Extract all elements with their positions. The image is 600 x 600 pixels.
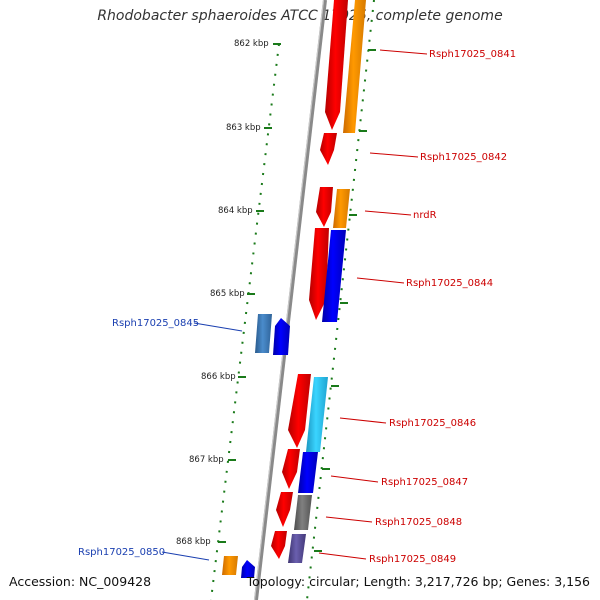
gene-nrdR-cog[interactable] [333, 189, 350, 228]
tick-label-868: 868 kbp [176, 537, 211, 547]
gene-0846[interactable] [288, 374, 311, 448]
gene-0841[interactable] [325, 0, 348, 130]
accession-text: Accession: NC_009428 [9, 574, 152, 589]
gene-0849[interactable] [271, 531, 287, 559]
gene-label-0848[interactable]: Rsph17025_0848 [375, 517, 462, 528]
tick-label-862: 862 kbp [234, 39, 269, 49]
gene-0850-cog[interactable] [222, 556, 238, 575]
map-title: Rhodobacter sphaeroides ATCC 17025, comp… [97, 8, 503, 24]
leader-0846 [339, 417, 387, 424]
gene-label-0850[interactable]: Rsph17025_0850 [78, 547, 165, 558]
leader-nrdR [364, 210, 412, 216]
leader-0845 [193, 322, 243, 332]
gene-0841-cog[interactable] [343, 0, 366, 133]
tick-label-866: 866 kbp [201, 372, 236, 382]
gene-0842[interactable] [320, 133, 337, 165]
genome-summary-text: Topology: circular; Length: 3,217,726 bp… [246, 574, 590, 589]
gene-0845-cog[interactable] [255, 314, 272, 353]
gene-label-0849[interactable]: Rsph17025_0849 [369, 554, 456, 565]
gene-features [222, 0, 366, 578]
gene-0844[interactable] [309, 228, 329, 320]
gene-label-nrdR[interactable]: nrdR [413, 210, 437, 221]
leader-0850 [161, 551, 210, 561]
gene-0847[interactable] [282, 449, 300, 489]
leader-0849 [318, 552, 367, 560]
outer-major-ticks [314, 49, 376, 552]
gene-nrdR[interactable] [316, 187, 333, 227]
scale-track-inner [210, 43, 280, 600]
genome-backbone-highlight [253, 0, 325, 600]
leader-0847 [330, 475, 379, 483]
tick-label-863: 863 kbp [226, 123, 261, 133]
tick-label-864: 864 kbp [218, 206, 253, 216]
gene-0848-cog[interactable] [294, 495, 312, 530]
gene-label-0847[interactable]: Rsph17025_0847 [381, 477, 468, 488]
leader-0844 [356, 277, 405, 284]
gene-0849-cog[interactable] [288, 534, 306, 563]
gene-label-0842[interactable]: Rsph17025_0842 [420, 152, 507, 163]
gene-0846-cog[interactable] [306, 377, 328, 452]
leader-0842 [369, 152, 419, 158]
gene-label-0841[interactable]: Rsph17025_0841 [429, 49, 516, 60]
gene-label-0844[interactable]: Rsph17025_0844 [406, 278, 493, 289]
gene-0844-cog[interactable] [322, 230, 346, 322]
inner-major-ticks [218, 43, 281, 543]
leader-0848 [325, 516, 373, 523]
gene-0845[interactable] [273, 318, 290, 355]
leader-0841 [379, 49, 428, 55]
genome-backbone [254, 0, 327, 600]
tick-label-867: 867 kbp [189, 455, 224, 465]
gene-label-0846[interactable]: Rsph17025_0846 [389, 418, 476, 429]
gene-label-0845[interactable]: Rsph17025_0845 [112, 318, 199, 329]
gene-0848[interactable] [276, 492, 293, 527]
gene-0850[interactable] [241, 560, 255, 578]
gene-0847-cog[interactable] [298, 452, 318, 493]
scale-track-outer [306, 0, 375, 600]
tick-label-865: 865 kbp [210, 289, 245, 299]
